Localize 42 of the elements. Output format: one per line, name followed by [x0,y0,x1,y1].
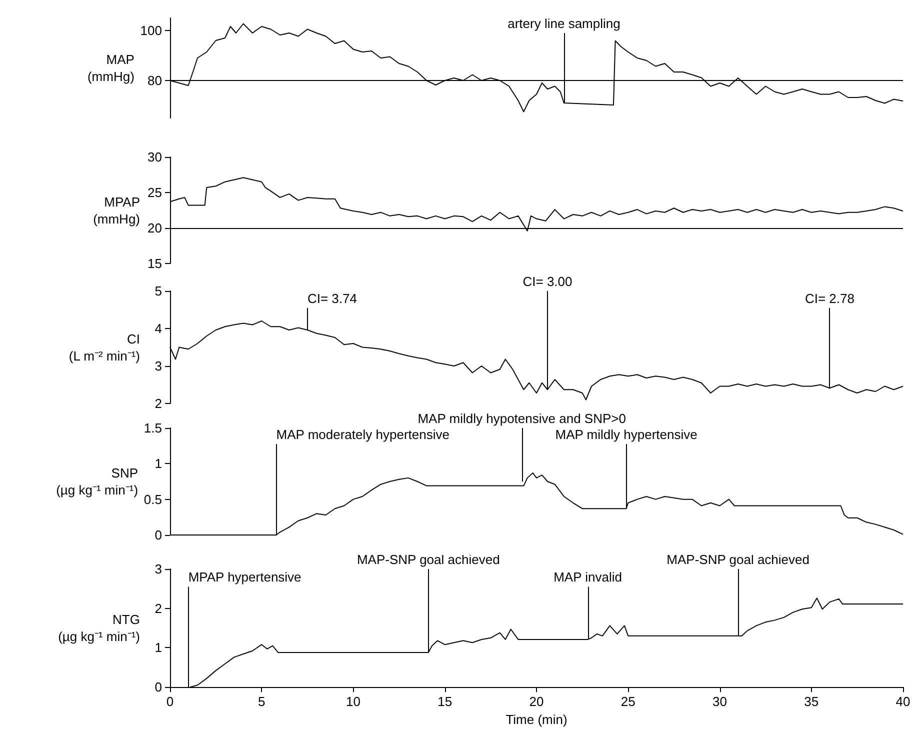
annotation: MPAP hypertensive [188,570,302,585]
y-axis-title: MPAP (mmHg) [93,194,140,226]
annotation: MAP invalid [554,570,622,585]
annotation: CI= 3.00 [522,274,572,289]
y-axis-title: CI (L m⁻² min⁻¹) [68,331,140,364]
x-axis-title: Time (min) [506,712,568,727]
y-tick-label: 1.5 [144,420,162,436]
y-tick-label: 3 [154,562,162,576]
x-tick-label: 35 [804,694,819,710]
annotation: CI= 2.78 [804,290,854,306]
y-tick-label: 2 [154,600,162,616]
y-tick-label: 0.5 [144,492,162,507]
y-tick-label: 15 [148,256,162,271]
y-tick-label: 5 [154,284,162,298]
y-tick-label: 30 [148,150,162,164]
y-tick-label: 25 [148,185,162,200]
y-axis-title: MAP (mmHg) [87,52,134,84]
annotation: MAP moderately hypertensive [276,427,450,442]
y-tick-label: 80 [148,73,162,88]
y-tick-label: 2 [154,396,162,411]
y-tick-label: 1 [154,640,162,656]
annotation: CI= 3.74 [307,290,357,306]
x-tick-label: 15 [438,694,452,710]
annotation: MAP mildly hypotensive and SNP>0 [418,411,626,426]
x-tick-label: 10 [346,694,360,710]
x-tick-label: 5 [258,694,266,710]
y-tick-label: 20 [148,220,162,236]
y-tick-label: 3 [154,358,162,374]
y-tick-label: 0 [154,528,162,542]
y-axis-title: SNP (µg kg⁻¹ min⁻¹) [56,466,138,498]
x-tick-label: 30 [712,694,727,710]
x-tick-label: 40 [896,694,910,710]
y-tick-label: 0 [154,680,162,695]
annotation: MAP mildly hypertensive [555,427,698,442]
y-tick-label: 4 [154,321,162,336]
x-tick-label: 20 [529,694,544,710]
x-tick-label: 25 [620,694,636,710]
x-tick-label: 0 [166,694,174,710]
y-tick-label: 1 [154,456,162,472]
y-axis-title: NTG (µg kg⁻¹ min⁻¹) [58,612,140,644]
annotation: artery line sampling [508,16,620,31]
y-tick-label: 100 [140,23,162,38]
